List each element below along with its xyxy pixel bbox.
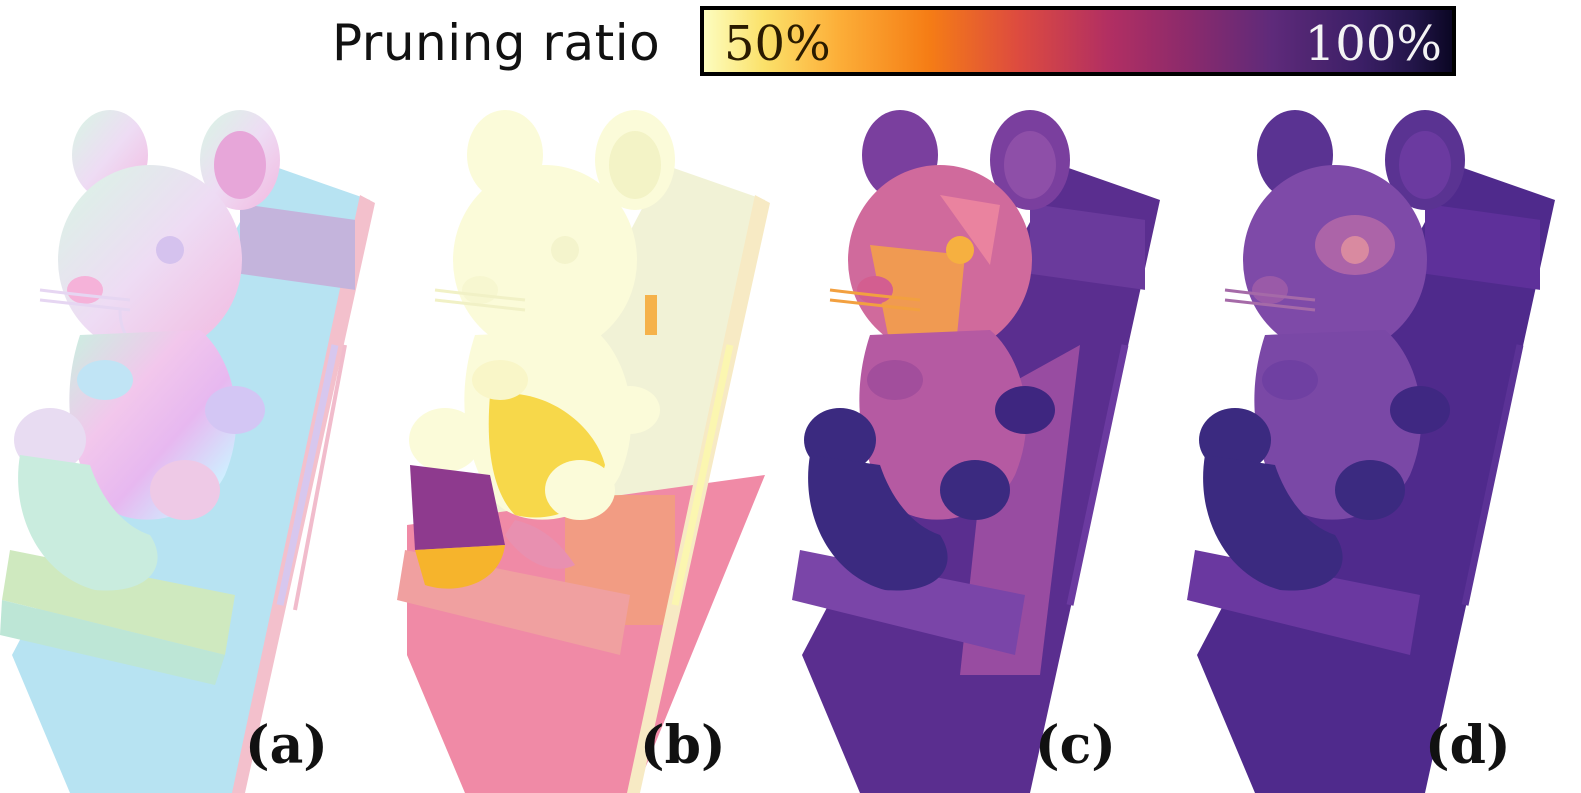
colorbar-title: Pruning ratio <box>332 14 661 72</box>
panel-a: (a) <box>0 95 395 793</box>
colorbar-max-label: 100% <box>1304 16 1442 72</box>
mouse-chair-render-d <box>1187 110 1555 793</box>
colorbar-min-label: 50% <box>724 16 831 72</box>
panel-label-d: (d) <box>1425 715 1511 776</box>
mouse-chair-render-b <box>397 110 770 793</box>
mouse-chair-render-a <box>0 110 375 793</box>
panel-c: (c) <box>790 95 1185 793</box>
panel-label-b: (b) <box>640 715 726 776</box>
colorbar-header: Pruning ratio 50% 100% <box>0 0 1581 90</box>
colorbar-gradient: 50% 100% <box>700 6 1456 76</box>
mouse-chair-render-c <box>792 110 1160 793</box>
panel-label-c: (c) <box>1035 715 1116 776</box>
panel-b: (b) <box>395 95 790 793</box>
panel-d: (d) <box>1185 95 1580 793</box>
panel-label-a: (a) <box>245 715 328 776</box>
